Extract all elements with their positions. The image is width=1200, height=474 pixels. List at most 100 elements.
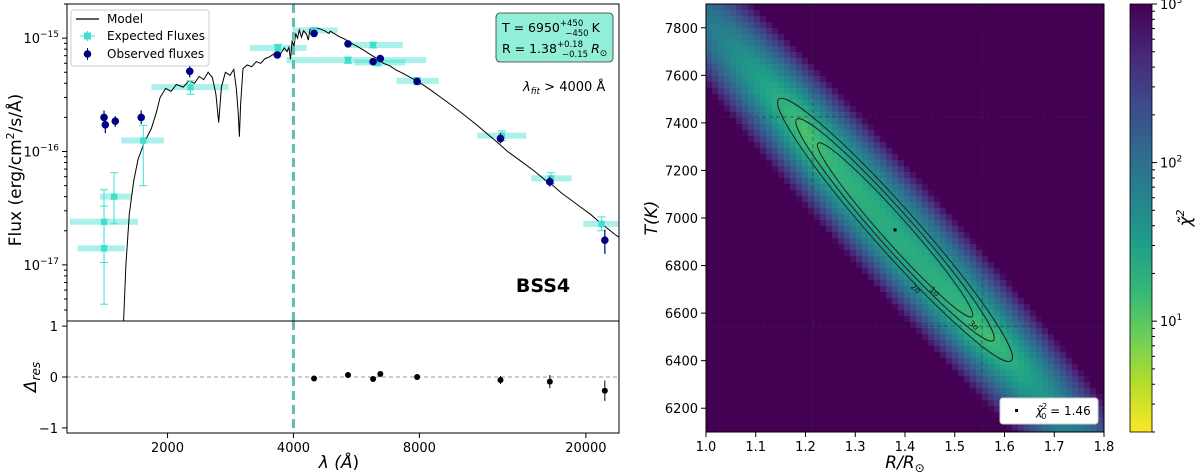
heatmap-cell [1042, 34, 1049, 41]
heatmap-cell [1000, 316, 1007, 323]
heatmap-cell [724, 106, 731, 113]
heatmap-cell [982, 76, 989, 83]
heatmap-cell [1030, 340, 1037, 347]
heatmap-cell [724, 184, 731, 191]
heatmap-cell [868, 304, 875, 311]
heatmap-cell [934, 94, 941, 101]
heatmap-cell [952, 70, 959, 77]
heatmap-cell [760, 358, 767, 365]
heatmap-cell [1090, 202, 1097, 209]
heatmap-cell [1024, 106, 1031, 113]
heatmap-cell [898, 400, 905, 407]
heatmap-cell [1030, 64, 1037, 71]
heatmap-cell [760, 118, 767, 125]
heatmap-cell [874, 52, 881, 59]
heatmap-cell [802, 4, 809, 11]
heatmap-cell [838, 256, 845, 263]
heatmap-cell [880, 238, 887, 245]
residual-y-tick-label: 1 [50, 320, 58, 335]
heatmap-cell [790, 394, 797, 401]
heatmap-cell [796, 238, 803, 245]
heatmap-cell [706, 310, 713, 317]
heatmap-cell [1054, 298, 1061, 305]
heatmap-cell [892, 340, 899, 347]
heatmap-cell [772, 256, 779, 263]
heatmap-cell [934, 418, 941, 425]
heatmap-cell [820, 382, 827, 389]
heatmap-cell [1036, 172, 1043, 179]
heatmap-cell [1054, 376, 1061, 383]
heatmap-cell [760, 370, 767, 377]
heatmap-cell [1072, 214, 1079, 221]
heatmap-cell [724, 244, 731, 251]
heatmap-cell [712, 16, 719, 23]
heatmap-cell [1024, 304, 1031, 311]
heatmap-cell [922, 304, 929, 311]
heatmap-cell [754, 130, 761, 137]
heatmap-cell [934, 406, 941, 413]
heatmap-cell [1024, 244, 1031, 251]
residual-plot-area [67, 321, 619, 433]
heatmap-cell [754, 394, 761, 401]
heatmap-cell [724, 124, 731, 131]
heatmap-cell [1042, 214, 1049, 221]
heatmap-cell [922, 298, 929, 305]
heatmap-cell [838, 196, 845, 203]
heatmap-cell [706, 4, 713, 11]
heatmap-cell [1048, 382, 1055, 389]
heatmap-cell [1012, 232, 1019, 239]
heatmap-cell [778, 58, 785, 65]
heatmap-cell [1066, 424, 1073, 431]
heatmap-cell [820, 196, 827, 203]
heatmap-cell [844, 100, 851, 107]
heatmap-cell [892, 298, 899, 305]
heatmap-cell [952, 316, 959, 323]
heatmap-cell [790, 430, 797, 433]
heatmap-cell [856, 364, 863, 371]
heatmap-cell [754, 244, 761, 251]
heatmap-cell [766, 76, 773, 83]
heatmap-cell [1090, 238, 1097, 245]
heatmap-cell [868, 106, 875, 113]
heatmap-cell [964, 190, 971, 197]
heatmap-cell [904, 166, 911, 173]
heatmap-cell [1036, 334, 1043, 341]
heatmap-cell [988, 214, 995, 221]
heatmap-cell [1000, 10, 1007, 17]
heatmap-cell [1054, 214, 1061, 221]
heatmap-cell [856, 148, 863, 155]
heatmap-cell [838, 76, 845, 83]
heatmap-cell [748, 214, 755, 221]
heatmap-cell [958, 40, 965, 47]
heatmap-cell [1102, 316, 1105, 323]
heatmap-cell [820, 418, 827, 425]
heatmap-cell [856, 256, 863, 263]
heatmap-cell [946, 412, 953, 419]
heatmap-cell [982, 232, 989, 239]
heatmap-cell [706, 148, 713, 155]
heatmap-cell [742, 352, 749, 359]
heatmap-cell [886, 70, 893, 77]
heatmap-cell [772, 112, 779, 119]
heatmap-cell [1066, 34, 1073, 41]
heatmap-cell [724, 154, 731, 161]
model-spectrum-line [123, 27, 619, 321]
heatmap-cell [904, 334, 911, 341]
heatmap-cell [928, 358, 935, 365]
heatmap-cell [1084, 172, 1091, 179]
heatmap-cell [706, 64, 713, 71]
heatmap-cell [724, 58, 731, 65]
heatmap-cell [1090, 82, 1097, 89]
heatmap-cell [1030, 136, 1037, 143]
heatmap-cell [976, 100, 983, 107]
heatmap-cell [814, 244, 821, 251]
heatmap-cell [748, 4, 755, 11]
heatmap-cell [1042, 316, 1049, 323]
heatmap-cell [958, 316, 965, 323]
heatmap-cell [1000, 346, 1007, 353]
heatmap-cell [1060, 172, 1067, 179]
heatmap-cell [856, 106, 863, 113]
heatmap-cell [1084, 328, 1091, 335]
heatmap-cell [958, 406, 965, 413]
heatmap-cell [736, 226, 743, 233]
